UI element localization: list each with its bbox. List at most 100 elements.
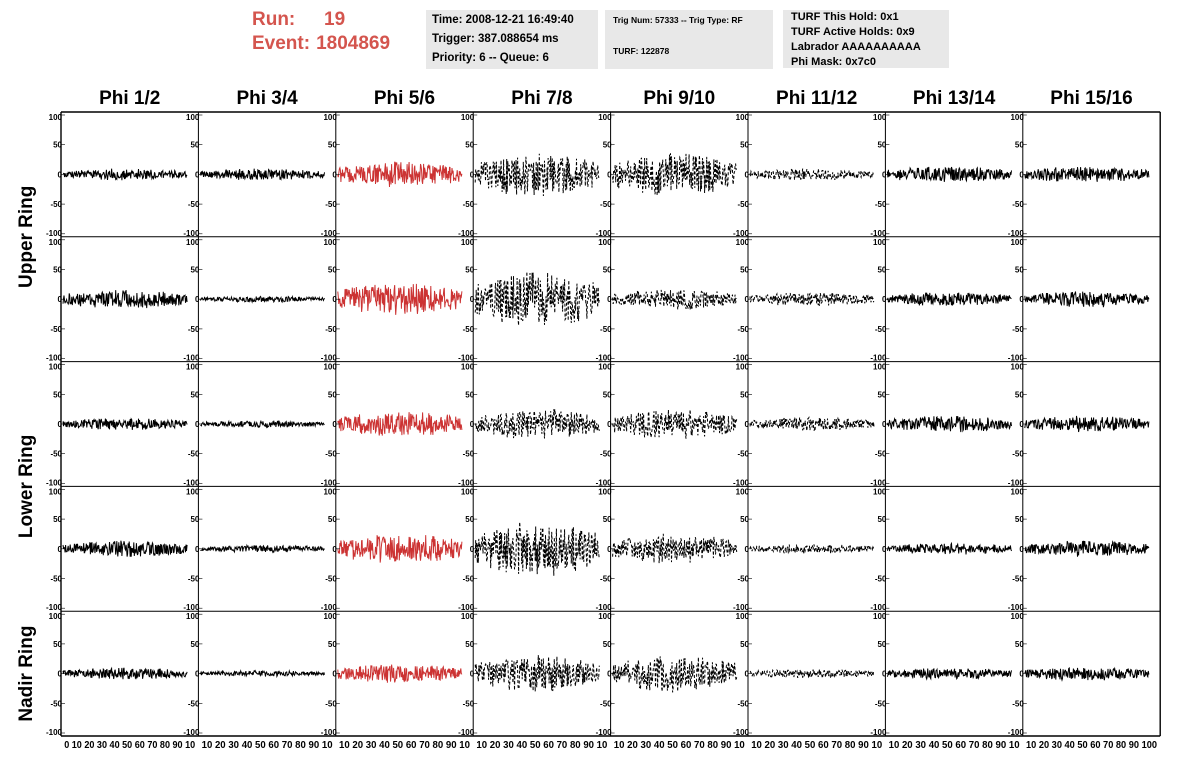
y-tick-label: 100 (598, 113, 612, 122)
y-tick-label: -100 (1008, 354, 1025, 363)
y-tick-label: -50 (188, 575, 200, 584)
y-tick-label: 100 (323, 363, 337, 372)
y-tick-label: 0 (332, 170, 337, 179)
y-tick-label: 0 (745, 545, 750, 554)
y-tick-label: -50 (600, 699, 612, 708)
waveform-trace-r2-c6 (749, 292, 875, 306)
y-tick-label: -50 (600, 450, 612, 459)
y-tick-label: 0 (470, 670, 475, 679)
waveform-trace-r3-c7 (886, 415, 1012, 433)
y-tick-label: -100 (870, 478, 887, 487)
y-tick-label: -50 (600, 200, 612, 209)
y-tick-label: 0 (332, 295, 337, 304)
y-tick-label: -50 (737, 200, 749, 209)
y-tick-label: 100 (873, 238, 887, 247)
y-tick-label: 0 (745, 670, 750, 679)
waveform-trace-r3-c2 (200, 419, 325, 429)
y-tick-label: 50 (740, 640, 749, 649)
y-tick-label: 50 (190, 141, 199, 150)
y-tick-label: -100 (321, 478, 338, 487)
y-tick-label: 0 (470, 295, 475, 304)
y-tick-label: 0 (58, 295, 63, 304)
y-tick-label: 50 (190, 266, 199, 275)
y-tick-label: 0 (882, 170, 887, 179)
waveform-trace-r1-c4 (474, 153, 600, 197)
y-tick-label: -50 (50, 575, 62, 584)
y-tick-label: -100 (1008, 603, 1025, 612)
waveform-trace-r4-c2 (200, 543, 325, 554)
y-tick-label: 0 (195, 170, 200, 179)
y-tick-label: 50 (53, 515, 62, 524)
waveform-trace-r3-c6 (749, 416, 875, 431)
y-tick-label: 0 (58, 170, 63, 179)
y-tick-label: -100 (596, 229, 613, 238)
y-tick-label: -100 (870, 728, 887, 737)
y-tick-label: -100 (458, 728, 475, 737)
y-tick-label: 100 (1010, 363, 1024, 372)
y-tick-label: -50 (463, 450, 475, 459)
y-tick-label: 100 (736, 363, 750, 372)
y-tick-label: -100 (183, 229, 200, 238)
y-tick-label: 100 (49, 363, 63, 372)
y-tick-label: -100 (733, 229, 750, 238)
y-tick-label: 50 (877, 515, 886, 524)
y-tick-label: 0 (470, 545, 475, 554)
y-tick-label: 0 (1019, 545, 1024, 554)
y-tick-label: 50 (603, 390, 612, 399)
y-tick-label: 0 (882, 420, 887, 429)
y-tick-label: -50 (325, 325, 337, 334)
waveform-trace-r3-c3 (337, 412, 463, 436)
y-tick-label: -100 (183, 478, 200, 487)
y-tick-label: 0 (745, 170, 750, 179)
y-tick-label: -50 (50, 699, 62, 708)
y-tick-label: 50 (328, 640, 337, 649)
y-tick-label: -100 (458, 478, 475, 487)
waveform-trace-r1-c5 (612, 153, 738, 196)
y-tick-label: -100 (733, 478, 750, 487)
y-tick-label: 100 (873, 612, 887, 621)
y-tick-label: -50 (50, 200, 62, 209)
x-tick-label-7: 10 20 30 40 50 60 70 80 90 10 (889, 739, 1020, 751)
y-tick-label: -50 (50, 325, 62, 334)
y-tick-label: -100 (733, 354, 750, 363)
waveform-trace-r2-c4 (474, 271, 600, 326)
y-tick-label: -100 (183, 354, 200, 363)
y-tick-label: -50 (188, 200, 200, 209)
y-tick-label: 50 (53, 390, 62, 399)
y-tick-label: 100 (461, 363, 475, 372)
y-tick-label: 50 (53, 266, 62, 275)
y-tick-label: -50 (1012, 450, 1024, 459)
y-tick-label: 50 (603, 266, 612, 275)
y-tick-label: -50 (1012, 325, 1024, 334)
y-tick-label: 0 (58, 670, 63, 679)
y-tick-label: 100 (323, 487, 337, 496)
y-tick-label: -50 (188, 699, 200, 708)
y-tick-label: -50 (1012, 575, 1024, 584)
y-tick-label: 100 (461, 113, 475, 122)
y-tick-label: -100 (870, 229, 887, 238)
y-tick-label: 100 (186, 612, 200, 621)
waveform-trace-r2-c2 (199, 294, 325, 304)
y-tick-label: 0 (1019, 420, 1024, 429)
y-tick-label: 50 (53, 141, 62, 150)
waveform-trace-r5-c3 (337, 664, 463, 683)
y-tick-label: 50 (190, 515, 199, 524)
y-tick-label: 100 (323, 238, 337, 247)
y-tick-label: -50 (325, 699, 337, 708)
y-tick-label: 0 (332, 545, 337, 554)
y-tick-label: 0 (607, 295, 612, 304)
y-tick-label: -50 (325, 200, 337, 209)
event-line: Event: 1804869 (252, 32, 422, 56)
y-tick-label: 100 (461, 612, 475, 621)
run-label: Run: (252, 9, 296, 30)
y-tick-label: -100 (458, 603, 475, 612)
y-tick-label: 0 (1019, 170, 1024, 179)
y-tick-label: 50 (740, 266, 749, 275)
waveform-trace-r2-c1 (62, 290, 188, 309)
phi-mask-line: Phi Mask: 0x7c0 (791, 56, 876, 68)
y-tick-label: 100 (736, 238, 750, 247)
y-tick-label: -100 (596, 603, 613, 612)
waveform-trace-r4-c1 (62, 540, 188, 557)
y-tick-label: -100 (321, 603, 338, 612)
y-tick-label: 50 (465, 390, 474, 399)
